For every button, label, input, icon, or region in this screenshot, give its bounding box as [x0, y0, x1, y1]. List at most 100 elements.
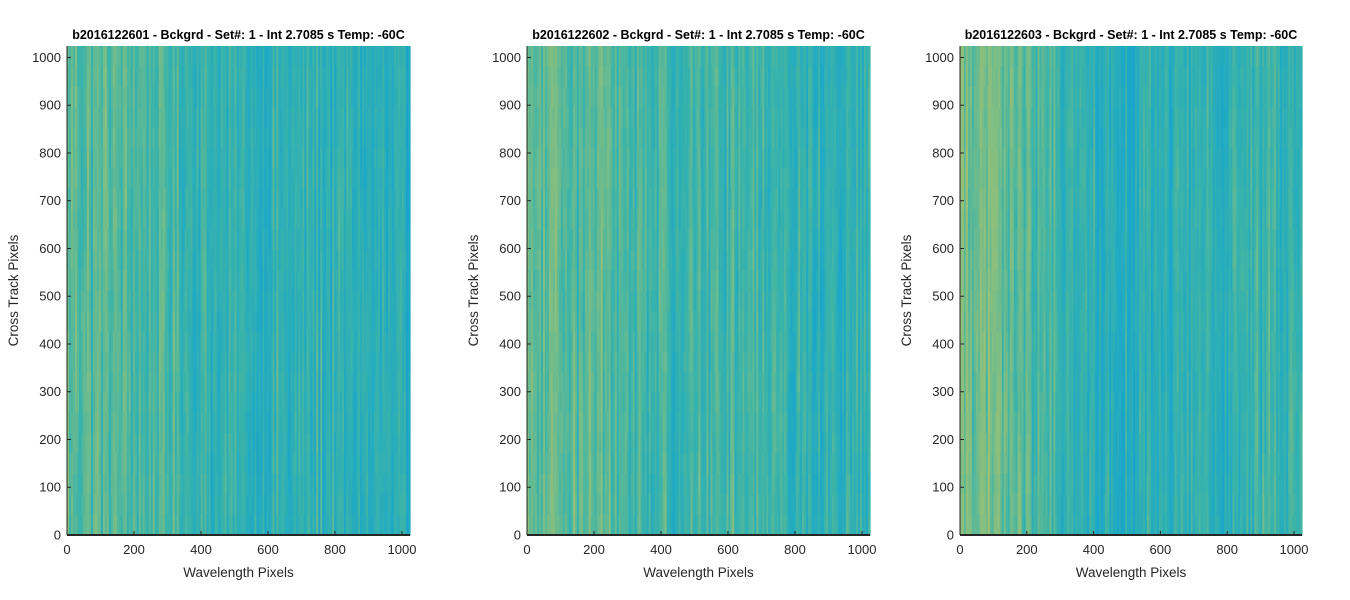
heatmap-cell [378, 107, 381, 129]
heatmap-cell [370, 188, 373, 210]
heatmap-cell [162, 331, 166, 353]
heatmap-cell [312, 473, 315, 495]
heatmap-cell [554, 66, 558, 88]
heatmap-cell [562, 310, 566, 332]
heatmap-cell [322, 86, 325, 108]
heatmap-cell [264, 392, 268, 414]
heatmap-cell [122, 86, 126, 108]
heatmap-cell [564, 473, 568, 495]
heatmap-cell [154, 66, 158, 88]
heatmap-cell [118, 494, 122, 516]
heatmap-cell [552, 392, 556, 414]
heatmap-cell [342, 188, 345, 210]
heatmap-cell [342, 351, 345, 373]
heatmap-cell [72, 290, 76, 312]
heatmap-cell [108, 86, 112, 108]
heatmap-cell [336, 46, 339, 67]
heatmap-cell [388, 310, 391, 332]
heatmap-cell [564, 86, 568, 108]
heatmap-cell [380, 473, 383, 495]
heatmap-cell [352, 229, 355, 251]
heatmap-cell [400, 412, 403, 434]
heatmap-cell [542, 188, 546, 210]
heatmap-cell [288, 229, 291, 251]
heatmap-cell [230, 249, 234, 271]
heatmap-cell [274, 209, 277, 230]
heatmap-cell [70, 147, 74, 169]
heatmap-cell [346, 494, 349, 516]
heatmap-cell [290, 270, 293, 292]
heatmap-cell [576, 270, 580, 292]
heatmap-cell [162, 433, 166, 455]
heatmap-cell [366, 229, 369, 251]
heatmap-cell [584, 168, 588, 190]
heatmap-cell [132, 331, 136, 353]
heatmap-cell [336, 107, 339, 129]
heatmap-cell [202, 433, 206, 455]
heatmap-cell [146, 473, 150, 495]
heatmap-cell [188, 188, 192, 210]
heatmap-cell [560, 412, 564, 434]
heatmap-cell [260, 351, 264, 373]
heatmap-cell [178, 147, 182, 169]
heatmap-cell [566, 290, 570, 312]
heatmap-cell [570, 168, 574, 190]
heatmap-cell [570, 66, 574, 88]
heatmap-cell [144, 433, 148, 455]
heatmap-cell [544, 147, 548, 169]
heatmap-cell [138, 453, 142, 475]
heatmap-cell [388, 147, 391, 169]
heatmap-cell [300, 453, 303, 475]
heatmap-cell [74, 66, 78, 88]
heatmap-cell [214, 249, 218, 271]
heatmap-cell [110, 494, 114, 516]
heatmap-cell [314, 392, 317, 414]
heatmap-cell [150, 188, 154, 210]
heatmap-cell [364, 270, 367, 292]
heatmap-cell [300, 270, 303, 292]
heatmap-cell [536, 310, 540, 332]
heatmap-cell [384, 46, 387, 67]
heatmap-cell [214, 229, 218, 251]
heatmap-cell [226, 229, 230, 251]
heatmap-cell [290, 147, 293, 169]
heatmap-cell [172, 46, 176, 67]
heatmap-cell [238, 46, 242, 67]
heatmap-cell [528, 249, 532, 271]
heatmap-cell [394, 168, 397, 190]
heatmap-cell [248, 453, 252, 475]
heatmap-cell [390, 229, 393, 251]
heatmap-cell [72, 351, 76, 373]
heatmap-cell [114, 392, 118, 414]
heatmap-cell [378, 514, 381, 536]
heatmap-cell [394, 433, 397, 455]
heatmap-cell [86, 107, 90, 129]
heatmap-cell [530, 514, 534, 536]
heatmap-cell [338, 372, 341, 393]
heatmap-cell [98, 127, 102, 149]
heatmap-cell [578, 331, 582, 353]
heatmap-cell [112, 127, 116, 149]
heatmap-cell [76, 209, 80, 230]
heatmap-cell [406, 453, 409, 475]
heatmap-cell [384, 270, 387, 292]
heatmap-cell [276, 107, 279, 129]
heatmap-cell [224, 372, 228, 393]
heatmap-cell [282, 494, 285, 516]
heatmap-cell [206, 229, 210, 251]
heatmap-cell [284, 433, 287, 455]
heatmap-cell [166, 107, 170, 129]
heatmap-cell [268, 229, 271, 251]
heatmap-cell [174, 494, 178, 516]
heatmap-cell [572, 229, 576, 251]
heatmap-cell [170, 453, 174, 475]
heatmap-cell [552, 168, 556, 190]
heatmap-cell [116, 331, 120, 353]
heatmap-cell [292, 473, 295, 495]
heatmap-cell [194, 331, 198, 353]
heatmap-cell [406, 188, 409, 210]
heatmap-cell [110, 46, 114, 67]
heatmap-cell [366, 86, 369, 108]
heatmap-cell [112, 473, 116, 495]
heatmap-cell [344, 270, 347, 292]
